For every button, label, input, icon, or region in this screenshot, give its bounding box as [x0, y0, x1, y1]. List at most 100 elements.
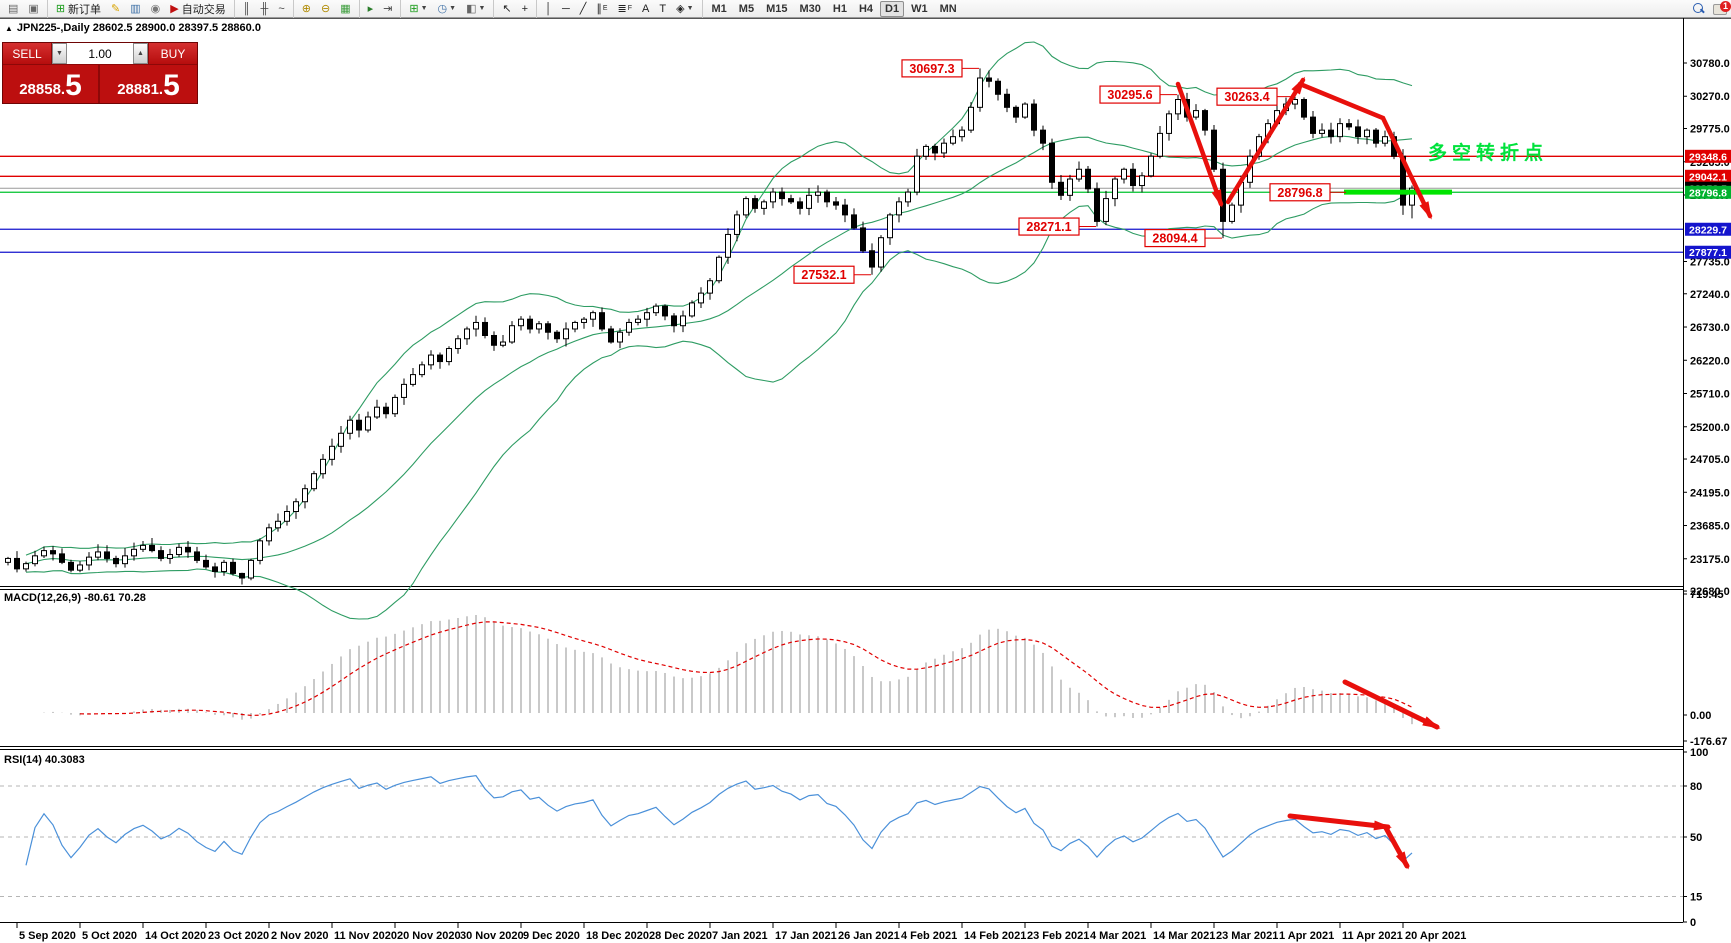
timeframe-m30[interactable]: M30	[799, 2, 821, 15]
chart-shift-icon[interactable]: ⇥	[383, 2, 393, 15]
timeframe-h4[interactable]: H4	[858, 2, 874, 15]
trendline-tool-icon[interactable]: ╱	[579, 2, 587, 15]
data-window-icon[interactable]: ◉	[150, 2, 161, 15]
auto-scroll-icon[interactable]: ▸	[367, 2, 374, 15]
new-chart-icon[interactable]: ▤	[8, 2, 19, 15]
line-chart-icon[interactable]: ~	[278, 2, 285, 15]
timeframe-d1[interactable]: D1	[880, 0, 905, 17]
notifications-icon[interactable]: 1	[1713, 0, 1731, 15]
price-label-28796.8[interactable]	[1269, 183, 1331, 202]
time-label: 11 Apr 2021	[1342, 930, 1403, 942]
svg-text:80: 80	[1690, 781, 1702, 793]
vertical-line-tool-icon[interactable]: │	[545, 2, 552, 15]
svg-text:28796.8: 28796.8	[1277, 186, 1322, 200]
panel-frames	[0, 18, 1731, 923]
horizontal-lines	[0, 155, 1683, 253]
zoom-in-icon[interactable]: ⊕	[301, 2, 311, 15]
toolbar-group-zoom: ⊕ ⊖ ▦	[294, 0, 360, 18]
profiles-icon[interactable]: ▣	[28, 2, 39, 15]
svg-text:27532.1: 27532.1	[801, 268, 846, 282]
time-label: 20 Nov 2020	[397, 930, 461, 942]
volume-input[interactable]	[67, 43, 133, 64]
equidistant-channel-tool-icon[interactable]: ∥ E	[596, 2, 608, 15]
toolbar-right: 1	[1693, 0, 1731, 18]
time-label: 5 Sep 2020	[19, 930, 76, 942]
svg-text:29775.0: 29775.0	[1690, 124, 1730, 136]
svg-text:28229.7: 28229.7	[1689, 224, 1727, 236]
time-label: 23 Mar 2021	[1216, 930, 1278, 942]
svg-text:26730.0: 26730.0	[1690, 322, 1730, 334]
trend-arrow-macd	[1342, 679, 1441, 730]
annotation-note[interactable]: 多空转折点	[1428, 143, 1549, 164]
svg-text:25200.0: 25200.0	[1690, 422, 1730, 434]
timeframe-m5[interactable]: M5	[738, 2, 755, 15]
timeframe-h1[interactable]: H1	[832, 2, 847, 15]
time-label: 26 Jan 2021	[838, 930, 900, 942]
volume-increase-button[interactable]: ▲	[133, 43, 148, 64]
new-order-icon[interactable]: ⊞ 新订单	[55, 2, 102, 16]
candlestick-chart-icon[interactable]: ╫	[260, 2, 269, 15]
svg-text:23685.0: 23685.0	[1690, 521, 1730, 533]
time-label: 14 Mar 2021	[1153, 930, 1215, 942]
volume-decrease-button[interactable]: ▼	[52, 43, 67, 64]
price-label-boxes: 30697.3 30295.6 30263.4 28796.8 28271.1 28094…	[793, 59, 1346, 284]
time-label: 1 Apr 2021	[1279, 930, 1334, 942]
zoom-out-icon[interactable]: ⊖	[320, 2, 331, 15]
price-label-28271.1[interactable]	[1018, 217, 1080, 236]
symbol-ohlc-line: ▲ JPN225-,Daily 28602.5 28900.0 28397.5 2…	[5, 22, 261, 34]
periods-icon[interactable]: ◷ ▼	[437, 2, 457, 15]
bar-chart-icon[interactable]: ║	[242, 2, 251, 15]
price-label-30697.3[interactable]	[901, 59, 963, 78]
buy-price-big: 5	[163, 69, 180, 102]
buy-price[interactable]: 28881. 5	[100, 65, 197, 103]
trend-arrows-main	[1175, 76, 1433, 220]
crosshair-icon[interactable]: +	[521, 2, 529, 15]
time-label: 4 Feb 2021	[901, 930, 957, 942]
svg-text:24195.0: 24195.0	[1690, 487, 1730, 499]
fibonacci-tool-icon[interactable]: ≣ F	[617, 2, 633, 15]
price-label-28094.4[interactable]	[1144, 228, 1206, 248]
svg-text:28271.1: 28271.1	[1026, 220, 1071, 234]
buy-price-dot: .	[158, 81, 164, 98]
tile-windows-icon[interactable]: ▦	[340, 2, 351, 15]
arrows-tool-icon[interactable]: ◈ ▼	[676, 2, 694, 15]
text-tool-icon[interactable]: A	[642, 2, 650, 15]
symbol-collapse-icon[interactable]: ▲	[5, 24, 13, 33]
buy-button[interactable]: BUY	[148, 43, 197, 64]
sell-button[interactable]: SELL	[3, 43, 52, 64]
timeframe-m1[interactable]: M1	[711, 2, 727, 15]
svg-text:0.00: 0.00	[1690, 710, 1711, 722]
timeframe-w1[interactable]: W1	[911, 2, 928, 15]
price-label-30263.4[interactable]	[1216, 87, 1278, 106]
price-label-30295.6[interactable]	[1099, 85, 1161, 104]
templates-icon[interactable]: ◧ ▼	[466, 2, 486, 15]
horizontal-line-tool-icon[interactable]: ─	[561, 2, 570, 15]
time-label: 2 Nov 2020	[271, 930, 328, 942]
bollinger-middle	[25, 135, 1413, 565]
chart-canvas[interactable]: 30780.030270.029775.029265.028755.027735…	[0, 18, 1731, 943]
autotrading-icon[interactable]: ▶ 自动交易	[170, 2, 226, 16]
sell-price-big: 5	[65, 69, 82, 102]
timeframe-m15[interactable]: M15	[766, 2, 788, 15]
svg-text:26220.0: 26220.0	[1690, 355, 1730, 367]
indicators-icon[interactable]: ⊞ ▼	[409, 2, 428, 15]
svg-text:29042.1: 29042.1	[1689, 171, 1727, 183]
text-label-tool-icon[interactable]: T	[659, 2, 667, 15]
symbol-ohlc-text: JPN225-,Daily 28602.5 28900.0 28397.5 28…	[16, 22, 261, 34]
price-axis-badges: 29348.629042.128858.528796.828229.727877…	[1685, 149, 1731, 259]
svg-text:100: 100	[1690, 747, 1708, 759]
cursor-icon[interactable]: ↖	[502, 2, 512, 15]
time-label: 14 Feb 2021	[964, 930, 1026, 942]
market-watch-icon[interactable]: ▥	[130, 2, 141, 15]
sell-price[interactable]: 28858. 5	[3, 65, 100, 103]
svg-text:30295.6: 30295.6	[1107, 88, 1152, 102]
main-toolbar: ▤ ▣ ⊞ 新订单 ✎ ▥ ◉ ▶ 自动交易 ║ ╫ ~ ⊕ ⊖ ▦ ▸ ⇥ ⊞ ▼ ◷ ▼ ◧ ▼ ↖ + │ ─ ╱ ∥ E ≣ F A T ◈…	[0, 0, 1731, 18]
price-label-27532.1[interactable]	[793, 265, 855, 284]
axis-badge-28229.7	[1685, 222, 1731, 236]
toolbar-group-scroll: ▸ ⇥	[360, 0, 402, 18]
metaeditor-icon[interactable]: ✎	[111, 2, 121, 15]
timeframe-mn[interactable]: MN	[939, 2, 957, 15]
toolbar-group-file: ▤ ▣	[0, 0, 48, 18]
candles-layer	[5, 68, 1415, 585]
search-icon[interactable]	[1693, 3, 1705, 15]
